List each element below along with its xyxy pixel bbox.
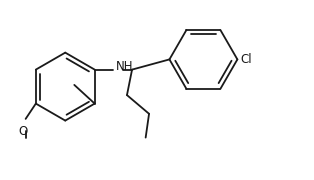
Text: O: O	[18, 125, 28, 138]
Text: NH: NH	[116, 60, 133, 73]
Text: Cl: Cl	[241, 53, 252, 66]
